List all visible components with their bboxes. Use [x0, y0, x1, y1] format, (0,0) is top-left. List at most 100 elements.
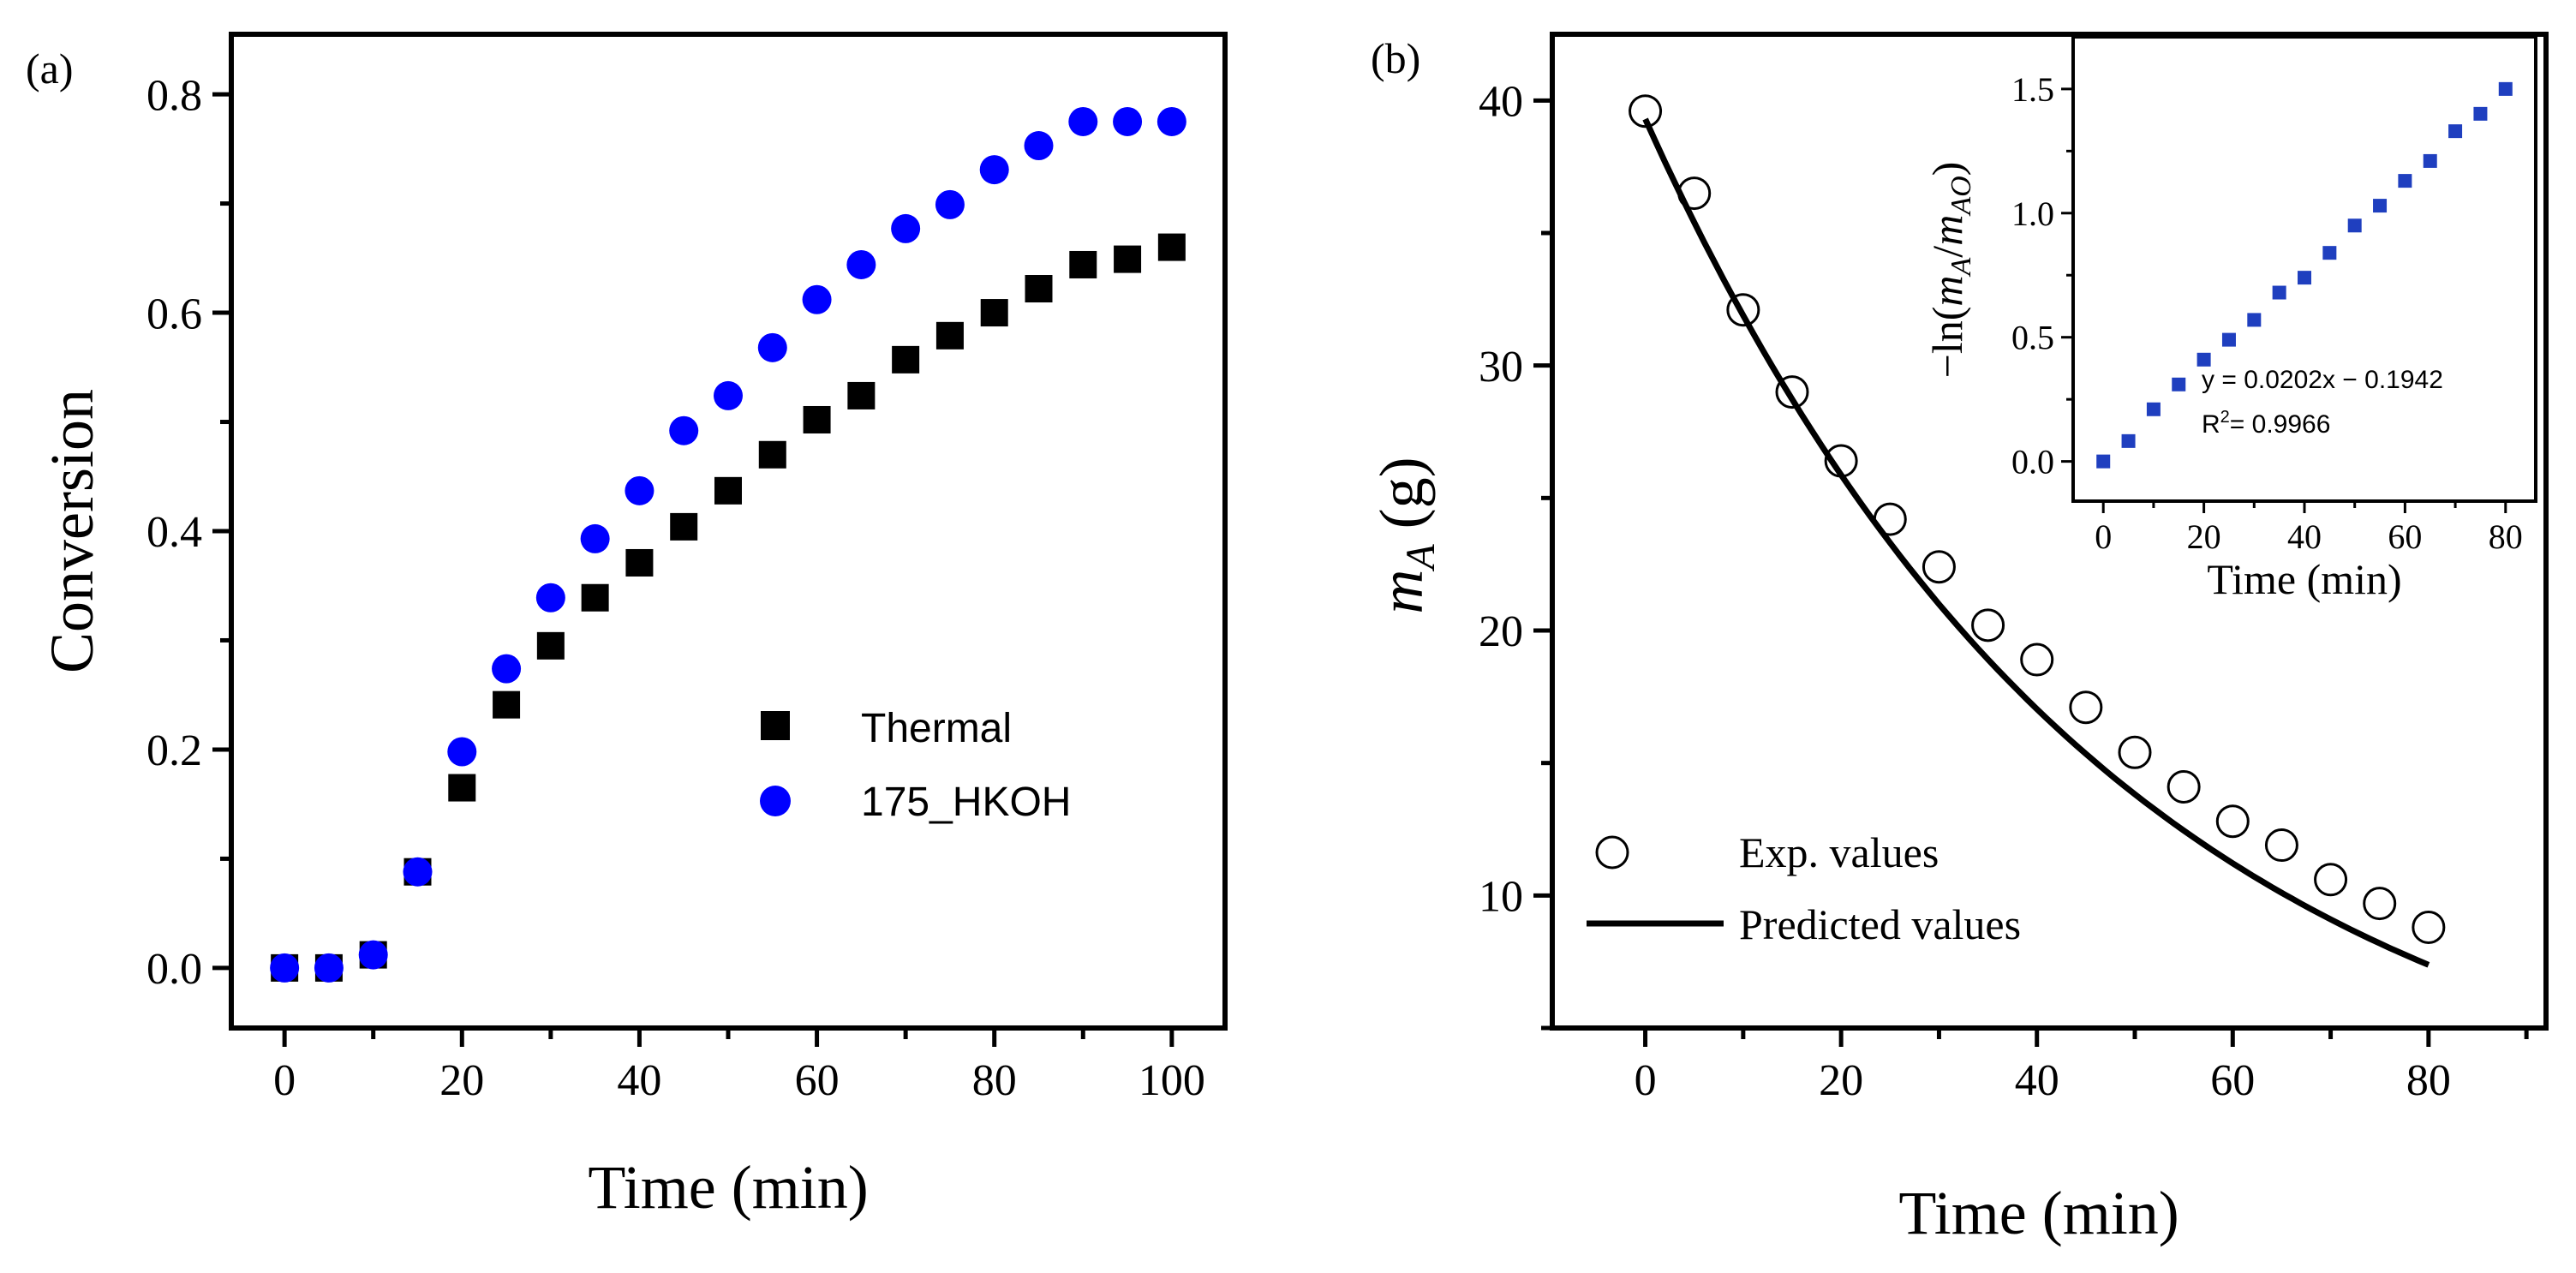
inset-x-tick-label: 20 — [2187, 517, 2221, 556]
thermal-point — [714, 476, 742, 505]
thermal-point — [581, 583, 609, 612]
y-title-unit: (g) — [1367, 457, 1436, 544]
exp-value-point — [1922, 550, 1956, 584]
panel-a-label: (a) — [26, 45, 74, 93]
legend-exp-label: Exp. values — [1739, 828, 1939, 876]
hkoh-point — [492, 654, 522, 684]
inset-x-tick-label: 80 — [2489, 517, 2523, 556]
exp-value-point — [2069, 690, 2103, 725]
b-x-tick-label: 0 — [1635, 1056, 1657, 1105]
thermal-point — [892, 345, 920, 374]
exp-value-point — [2412, 910, 2446, 944]
hkoh-point — [846, 249, 876, 279]
thermal-point — [935, 321, 964, 350]
panel-b-ticks — [1533, 98, 2529, 1047]
inset-point — [2196, 352, 2211, 367]
inset-x-axis-title: Time (min) — [2207, 555, 2401, 603]
predicted-values-line — [1642, 117, 2430, 968]
b-y-tick-label: 10 — [1479, 873, 1523, 922]
hkoh-point — [314, 953, 344, 983]
exp-value-point — [1677, 176, 1712, 211]
legend-thermal-label: Thermal — [861, 706, 1012, 751]
a-x-tick-label: 100 — [1139, 1056, 1205, 1105]
inset-point — [2373, 199, 2388, 213]
legend-exp-marker — [1595, 835, 1629, 870]
panel-b-x-tick-labels: 0 20 40 60 80 — [1635, 1056, 2451, 1105]
panel-b-x-axis-title: Time (min) — [1898, 1179, 2179, 1247]
inset-point — [2121, 433, 2136, 448]
hkoh-point — [403, 857, 433, 887]
b-y-tick-label: 20 — [1479, 607, 1523, 656]
hkoh-point — [1068, 106, 1098, 136]
exp-value-point — [2215, 804, 2250, 839]
legend-predicted-label: Predicted values — [1739, 900, 2021, 948]
b-x-tick-label: 40 — [2015, 1056, 2059, 1105]
hkoh-point — [979, 155, 1009, 185]
thermal-point — [670, 512, 698, 541]
inset-data-points — [2096, 81, 2513, 469]
inset-point — [2272, 285, 2286, 300]
thermal-point — [803, 405, 831, 433]
exp-value-point — [1775, 375, 1809, 409]
thermal-point — [980, 299, 1008, 327]
b-x-tick-label: 20 — [1819, 1056, 1863, 1105]
panel-a-data-points — [270, 106, 1186, 983]
exp-value-point — [1971, 608, 2005, 642]
exp-value-point — [2264, 828, 2298, 863]
hkoh-point — [1024, 131, 1054, 161]
inset-y-tick-label: 0.5 — [2011, 319, 2054, 357]
inset-y-s1: A — [1945, 257, 1977, 277]
hkoh-point — [757, 332, 787, 362]
inset-point — [2423, 153, 2437, 168]
exp-value-point — [1873, 502, 1907, 536]
b-y-tick-label: 40 — [1479, 78, 1523, 127]
panel-a-y-axis-title: Conversion — [38, 389, 106, 673]
inset-y-axis-title: −ln(mA/mAO) — [1923, 162, 1977, 379]
panel-b-predicted-line-group — [1642, 117, 2430, 968]
hkoh-point — [358, 940, 388, 970]
panel-a-ticks — [212, 92, 1174, 1047]
exp-value-point — [2314, 863, 2348, 897]
exp-value-point — [1629, 94, 1663, 128]
hkoh-point — [1113, 106, 1143, 136]
inset-point — [2473, 106, 2488, 121]
inset-equation: y = 0.0202x − 0.1942 — [2202, 366, 2443, 394]
inset-y-s2: AO — [1945, 176, 1977, 216]
b-y-tick-label: 30 — [1479, 343, 1523, 391]
inset-point — [2146, 402, 2161, 416]
a-y-tick-label: 0.0 — [146, 945, 202, 994]
inset-y-tick-labels: 0.0 0.5 1.0 1.5 — [2011, 70, 2054, 481]
b-x-tick-label: 60 — [2210, 1056, 2255, 1105]
hkoh-point — [580, 523, 610, 553]
a-y-tick-label: 0.4 — [146, 508, 202, 557]
inset-x-tick-label: 0 — [2095, 517, 2112, 556]
inset-point — [2247, 313, 2262, 327]
b-x-tick-label: 80 — [2406, 1056, 2451, 1105]
inset-y-tick-label: 0.0 — [2011, 443, 2054, 481]
inset-point — [2448, 124, 2463, 139]
inset-y-tick-label: 1.0 — [2011, 194, 2054, 233]
inset-point — [2221, 332, 2236, 347]
legend-175-hkoh-marker — [760, 786, 791, 816]
panel-b-legend: Exp. values Predicted values — [1587, 828, 2021, 948]
a-x-tick-label: 20 — [439, 1056, 484, 1105]
hkoh-point — [891, 213, 921, 243]
exp-value-point — [2363, 887, 2397, 921]
inset-y-slash: / — [1923, 246, 1971, 258]
a-x-tick-label: 60 — [795, 1056, 840, 1105]
y-title-m: m — [1367, 570, 1436, 614]
inset-y-tick-label: 1.5 — [2011, 70, 2054, 109]
hkoh-point — [669, 415, 699, 445]
panel-b-y-tick-labels: 10 20 30 40 — [1479, 78, 1523, 922]
inset-x-tick-label: 60 — [2388, 517, 2422, 556]
thermal-point — [847, 381, 876, 409]
inset-chart: 0 20 40 60 80 0.00.51.01.5 Time (min) −ln(mA… — [1923, 35, 2537, 603]
inset-ticks — [2061, 87, 2507, 513]
thermal-point — [1069, 250, 1097, 278]
panel-a-y-tick-labels: 0.0 0.2 0.4 0.6 0.8 — [146, 71, 202, 994]
panel-b-plot-frame — [1550, 32, 2549, 1031]
exp-value-point — [1726, 293, 1760, 327]
inset-point — [2398, 174, 2412, 188]
a-y-tick-label: 0.6 — [146, 290, 202, 338]
